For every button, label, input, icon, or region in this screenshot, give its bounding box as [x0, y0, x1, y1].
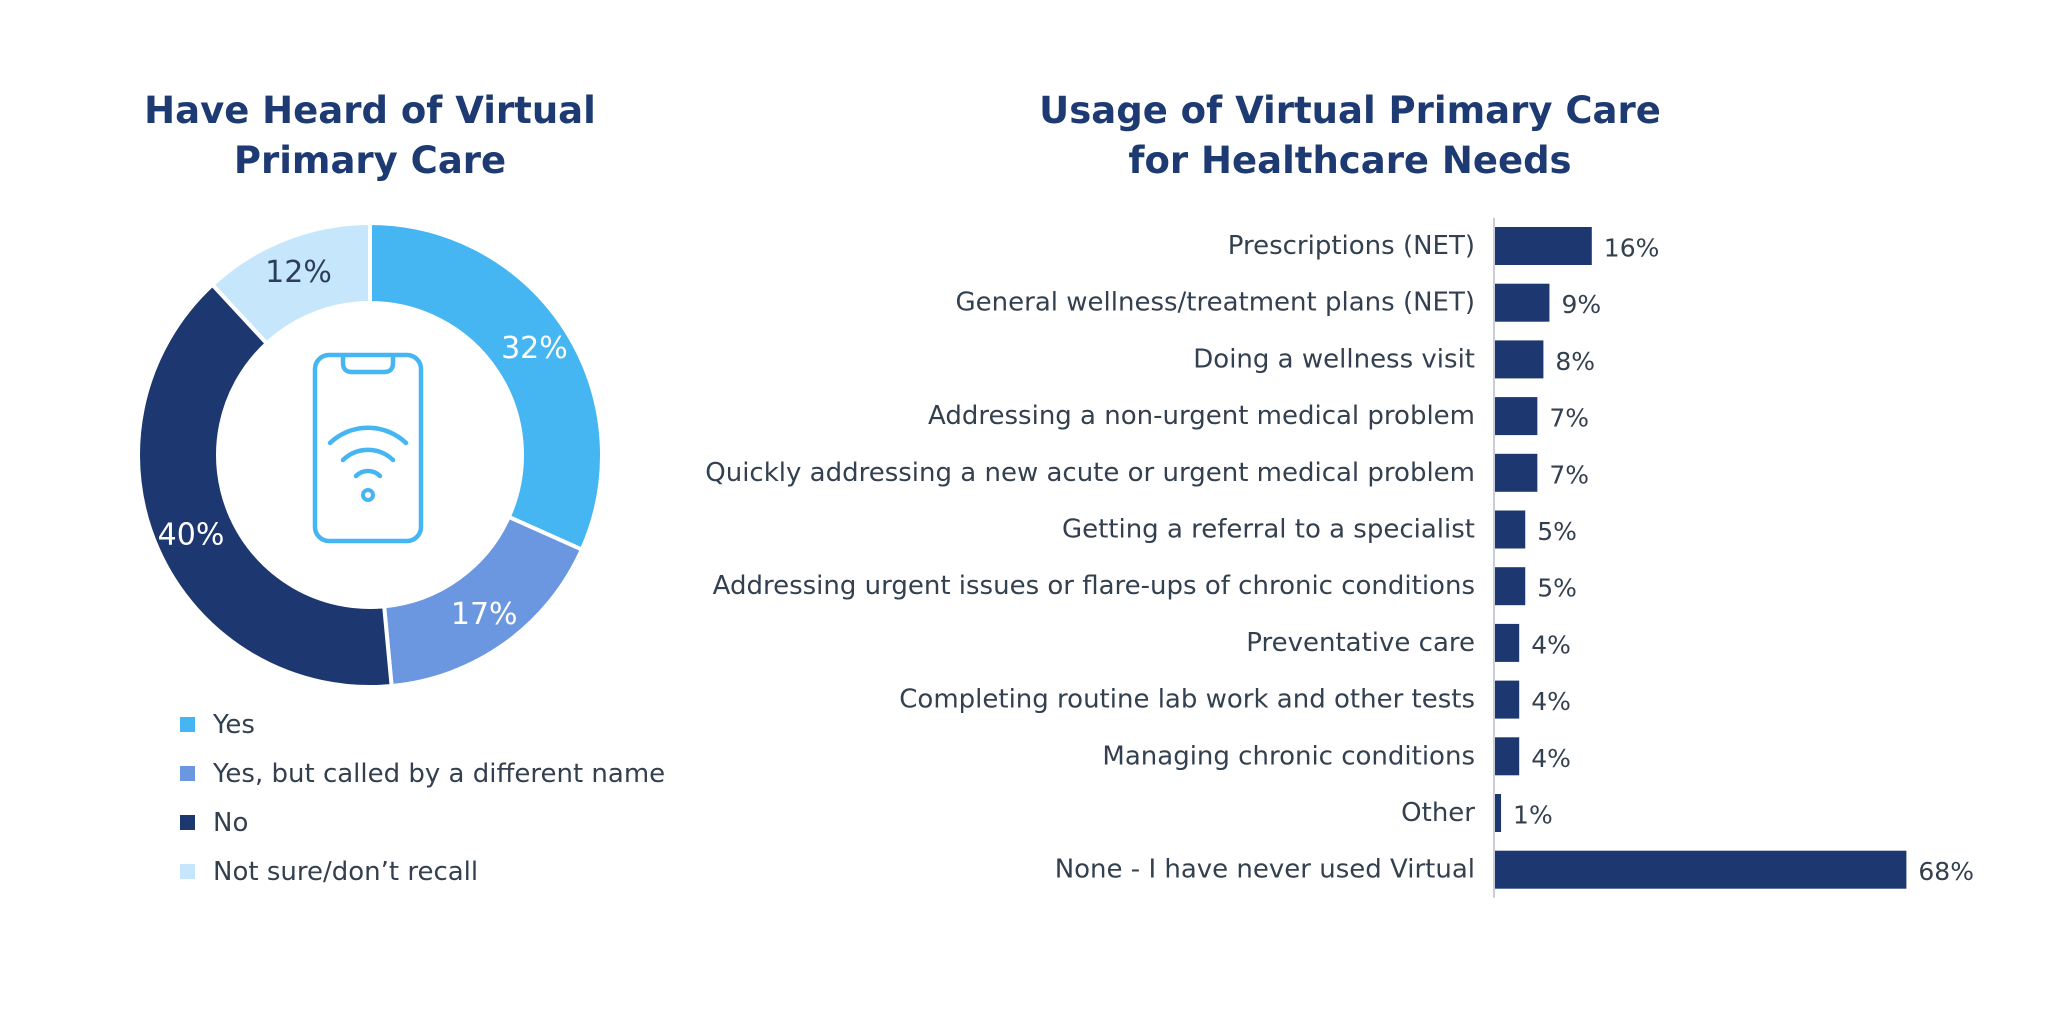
bar-row: Preventative care 4%	[1246, 623, 1571, 662]
bar-chart: Prescriptions (NET) 16%General wellness/t…	[705, 218, 1974, 898]
bar-category-label: Preventative care	[1246, 628, 1475, 658]
bar-row: Quickly addressing a new acute or urgent…	[705, 453, 1589, 492]
donut-chart-title: Have Heard of Virtual Primary Care	[100, 86, 640, 186]
bar-row: Addressing a non-urgent medical problem 7…	[928, 397, 1589, 436]
bar-row: General wellness/treatment plans (NET) 9%	[956, 283, 1601, 322]
bar-value-label: 7%	[1549, 460, 1589, 489]
legend-item-yes: Yes	[180, 700, 665, 749]
bar-chart-title: Usage of Virtual Primary Care for Health…	[990, 86, 1710, 186]
bar-value-label: 9%	[1561, 290, 1601, 319]
bar-value-label: 68%	[1918, 857, 1974, 886]
bar-row: None - I have never used Virtual 68%	[1055, 850, 1974, 889]
bar-value-label: 1%	[1513, 801, 1553, 830]
bar	[1495, 340, 1544, 379]
bar	[1495, 397, 1538, 436]
bar	[1495, 567, 1526, 606]
donut-slice-label-yes-but-called-by-a-different-name: 17%	[451, 597, 518, 632]
bar-value-label: 16%	[1604, 234, 1660, 263]
bar-category-label: Addressing urgent issues or flare-ups of…	[713, 571, 1475, 601]
bar-row: Prescriptions (NET) 16%	[1228, 227, 1660, 265]
bar-value-label: 4%	[1531, 744, 1571, 773]
legend-swatch-not-sure	[180, 864, 195, 879]
bar-category-label: Other	[1401, 798, 1475, 828]
bar	[1495, 680, 1520, 719]
bar	[1495, 510, 1526, 549]
bar	[1495, 227, 1592, 265]
bar-category-label: Managing chronic conditions	[1102, 741, 1475, 771]
legend-item-no: No	[180, 798, 665, 847]
bar-row: Completing routine lab work and other te…	[899, 680, 1571, 719]
legend-item-yes-different-name: Yes, but called by a different name	[180, 749, 665, 798]
donut-title-line-1: Have Heard of Virtual	[144, 89, 596, 132]
bar-category-label: Doing a wellness visit	[1193, 344, 1475, 374]
bar-value-label: 8%	[1555, 347, 1595, 376]
bar-category-label: Addressing a non-urgent medical problem	[928, 401, 1475, 431]
bar-category-label: Getting a referral to a specialist	[1062, 515, 1475, 545]
legend-label-not-sure: Not sure/don’t recall	[213, 856, 479, 887]
donut-slice-no	[136, 281, 394, 689]
bar-title-line-2: for Healthcare Needs	[1128, 139, 1572, 182]
bar-row: Addressing urgent issues or flare-ups of…	[713, 567, 1577, 606]
donut-chart: 32% 17% 40% 12%	[136, 220, 604, 689]
bar	[1495, 737, 1520, 776]
bar-category-label: General wellness/treatment plans (NET)	[956, 288, 1475, 318]
smartphone-wifi-icon	[312, 352, 424, 544]
bar	[1495, 794, 1502, 832]
bar-category-label: Completing routine lab work and other te…	[899, 685, 1475, 715]
legend-label-no: No	[213, 807, 249, 838]
legend-swatch-no	[180, 815, 195, 830]
donut-slice-yes	[368, 220, 604, 553]
legend-label-yes: Yes	[213, 709, 255, 740]
bar	[1495, 850, 1907, 889]
bar-value-label: 7%	[1549, 404, 1589, 433]
bar-value-label: 5%	[1537, 574, 1577, 603]
bar-category-label: None - I have never used Virtual	[1055, 855, 1475, 885]
bar-category-label: Quickly addressing a new acute or urgent…	[705, 458, 1475, 488]
donut-slice-not-sure-don-t-recall	[209, 220, 372, 347]
donut-legend: Yes Yes, but called by a different name …	[180, 700, 665, 896]
legend-label-yes-different-name: Yes, but called by a different name	[213, 758, 666, 789]
donut-slice-label-yes: 32%	[501, 331, 568, 366]
donut-title-line-2: Primary Care	[233, 139, 507, 182]
bar-category-label: Prescriptions (NET)	[1228, 231, 1475, 261]
donut-slice-label-no: 40%	[158, 517, 225, 552]
bar	[1495, 623, 1520, 662]
bar-row: Getting a referral to a specialist 5%	[1062, 510, 1577, 549]
bar-value-label: 5%	[1537, 517, 1577, 546]
bar	[1495, 283, 1550, 322]
legend-swatch-yes-different-name	[180, 766, 195, 781]
bar-row: Managing chronic conditions 4%	[1102, 737, 1571, 776]
bar	[1495, 453, 1538, 492]
bar-value-label: 4%	[1531, 630, 1571, 659]
legend-item-not-sure: Not sure/don’t recall	[180, 847, 665, 896]
donut-slice-label-not-sure-don-t-recall: 12%	[265, 255, 332, 290]
legend-swatch-yes	[180, 717, 195, 732]
bar-row: Doing a wellness visit 8%	[1193, 340, 1595, 379]
bar-row: Other 1%	[1401, 794, 1553, 832]
bar-title-line-1: Usage of Virtual Primary Care	[1039, 89, 1661, 132]
bar-value-label: 4%	[1531, 687, 1571, 716]
